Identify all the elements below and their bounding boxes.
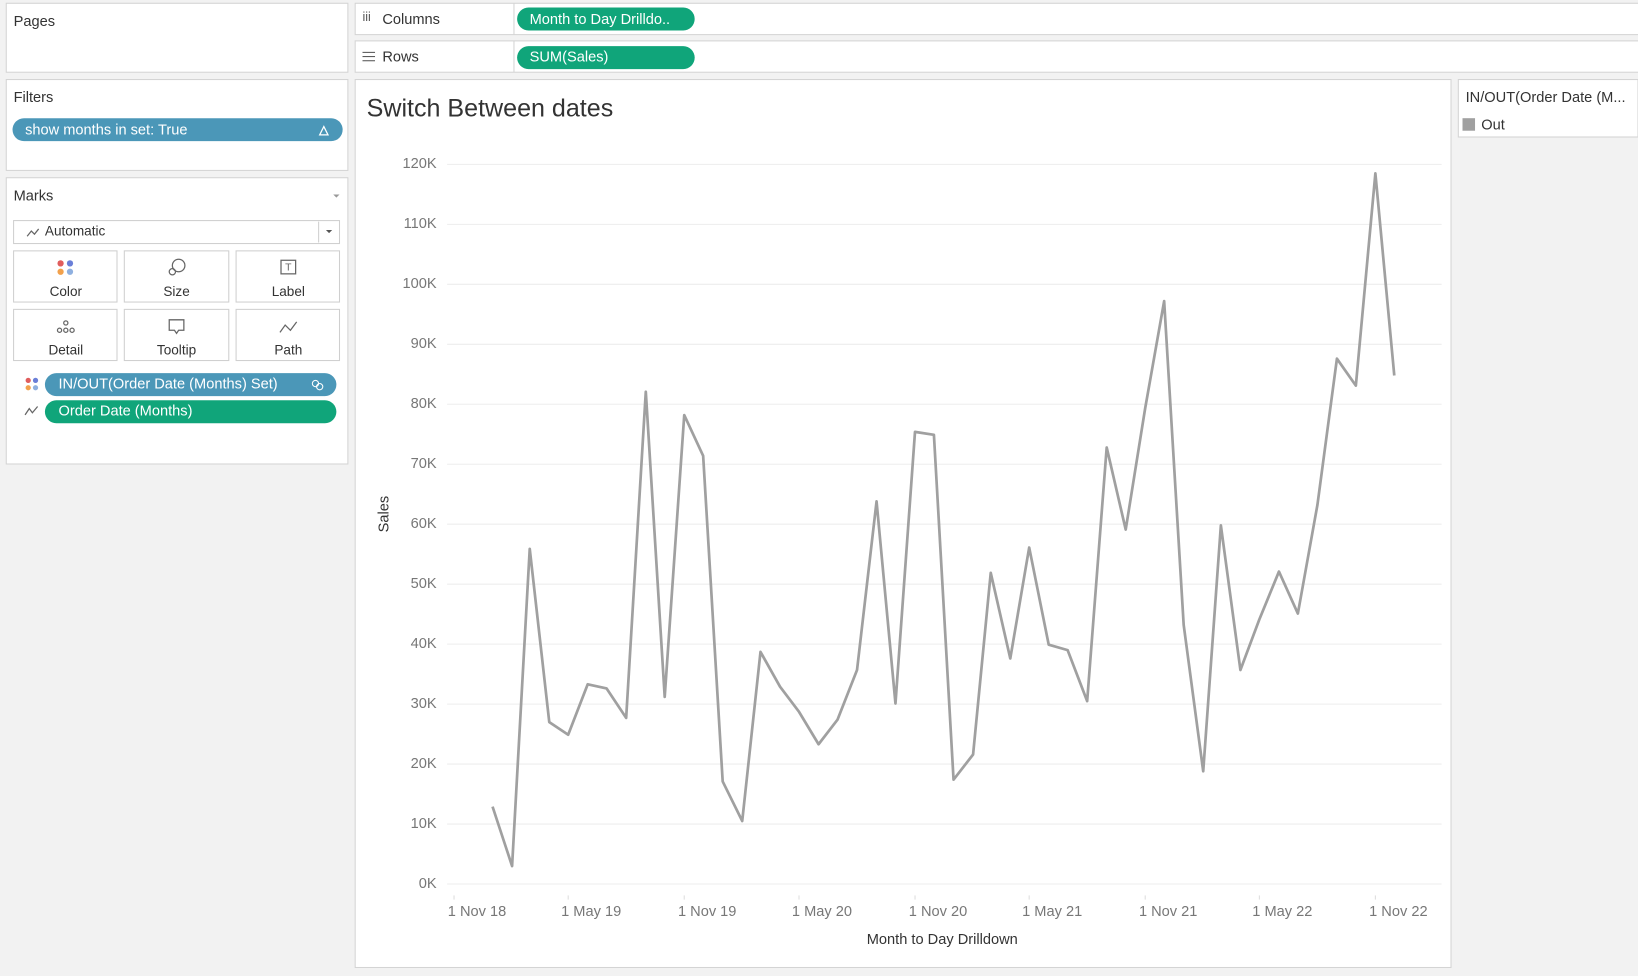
columns-label: Columns [382,12,440,28]
button-label: Color [50,284,83,299]
rows-pill[interactable] [517,46,695,70]
pages-panel [5,2,349,73]
y-tick-label: 0K [419,876,437,892]
filter-pill[interactable] [12,118,343,142]
svg-text:T: T [285,262,292,273]
button-label: Tooltip [157,343,196,358]
path-button[interactable] [235,308,341,362]
plot-area: 0K 10K 20K 30K 40K 50K 60K 70K 80K 90K 100K 110K 120… [403,156,1442,920]
pill-color-icon [25,377,39,391]
tooltip-button[interactable] [123,308,230,362]
tooltip-icon [168,319,185,335]
marks-pill[interactable] [44,373,337,397]
size-icon [168,258,186,276]
y-tick-label: 30K [411,696,437,712]
y-axis-label: Sales [376,496,392,533]
filter-delta-icon [318,125,330,136]
pages-title: Pages [14,14,55,30]
rows-pill-text: SUM(Sales) [530,49,609,65]
marks-menu-arrow[interactable] [333,194,340,198]
marks-pill[interactable] [44,400,337,424]
y-tick-label: 110K [404,216,437,232]
y-tick-label: 100K [403,276,437,292]
filter-pill-text: show months in set: True [25,123,187,139]
y-tick-label: 60K [411,516,437,532]
y-tick-label: 20K [411,756,437,772]
color-button[interactable] [13,250,118,303]
columns-icon: iii [362,10,370,24]
x-tick-label: 1 Nov 22 [1369,904,1427,920]
x-tick-label: 1 Nov 20 [909,904,967,920]
marks-pill-text: IN/OUT(Order Date (Months) Set) [59,376,278,392]
legend-panel [1457,79,1638,138]
rows-label: Rows [382,49,419,65]
chart-title: Switch Between dates [367,94,614,122]
y-tick-label: 70K [411,456,437,472]
series-line [491,171,1396,868]
filters-title: Filters [14,90,54,106]
x-tick-label: 1 Nov 18 [448,904,506,920]
dropdown-arrow [325,229,333,234]
pill-path-icon [24,406,39,416]
legend-entry[interactable]: Out [1481,117,1505,133]
marks-pill-text: Order Date (Months) [59,404,193,420]
button-label: Label [272,284,305,299]
set-icon [311,379,324,391]
label-icon: T [280,259,297,275]
detail-button[interactable] [13,308,118,362]
marks-title: Marks [14,188,54,204]
y-tick-label: 10K [411,816,437,832]
y-tick-label: 40K [411,636,437,652]
legend-title: IN/OUT(Order Date (M... [1466,90,1626,106]
legend-swatch [1462,118,1476,131]
path-icon [279,321,298,333]
mark-type-icon [26,228,40,237]
y-tick-label: 90K [411,336,437,352]
x-tick-label: 1 May 19 [561,904,621,920]
x-tick-label: 1 Nov 21 [1139,904,1197,920]
rows-icon [362,51,376,62]
y-tick-label: 50K [411,576,437,592]
button-label: Size [163,284,189,299]
view-panel [354,79,1452,969]
mark-type-text: Automatic [45,224,106,239]
button-label: Detail [48,343,83,358]
x-tick-label: 1 May 20 [792,904,852,920]
x-tick-label: 1 May 22 [1252,904,1312,920]
label-button[interactable] [235,250,341,303]
y-tick-label: 80K [411,396,437,412]
x-tick-label: 1 May 21 [1022,904,1082,920]
mark-type-dropdown[interactable] [13,220,341,245]
x-tick-label: 1 Nov 19 [678,904,736,920]
button-label: Path [274,343,302,358]
y-tick-label: 120K [403,156,437,172]
x-axis-label: Month to Day Drilldown [867,932,1018,948]
columns-pill[interactable] [517,7,695,31]
detail-icon [56,320,75,333]
color-icon [57,260,74,275]
columns-pill-text: Month to Day Drilldo.. [530,12,670,28]
